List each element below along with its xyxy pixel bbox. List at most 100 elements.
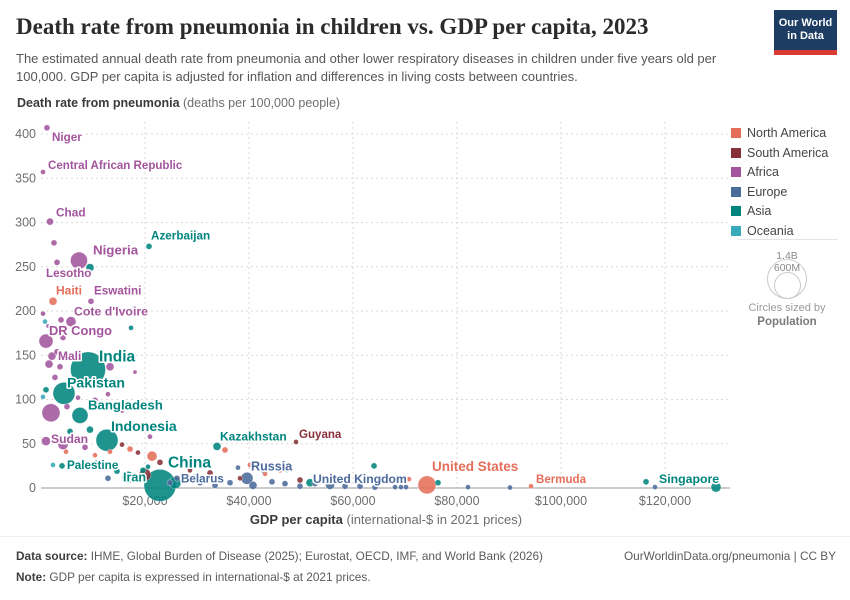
country-label-chad[interactable]: Chad: [54, 204, 87, 221]
data-point[interactable]: [507, 484, 513, 491]
data-point[interactable]: [196, 479, 204, 486]
data-point-pakistan[interactable]: [52, 382, 76, 405]
data-point[interactable]: [53, 259, 61, 266]
data-point[interactable]: [85, 263, 95, 272]
data-point[interactable]: [406, 476, 412, 482]
data-point-lesotho[interactable]: [52, 268, 60, 276]
data-point[interactable]: [341, 482, 349, 490]
data-point[interactable]: [45, 323, 51, 329]
data-point[interactable]: [57, 316, 65, 324]
data-point-central-african-republic[interactable]: [40, 169, 46, 175]
data-point[interactable]: [652, 484, 658, 490]
data-point-palestine[interactable]: [58, 462, 66, 470]
data-point[interactable]: [642, 478, 650, 486]
data-point-bermuda[interactable]: [528, 483, 534, 490]
data-point[interactable]: [156, 459, 164, 466]
data-point[interactable]: [92, 459, 100, 467]
legend-item-oceania[interactable]: Oceania: [731, 224, 843, 238]
data-point[interactable]: [42, 386, 50, 394]
legend-item-asia[interactable]: Asia: [731, 204, 843, 218]
country-label-bermuda[interactable]: Bermuda: [534, 473, 588, 488]
data-point-united-kingdom[interactable]: [325, 480, 335, 490]
data-point[interactable]: [147, 433, 153, 440]
country-label-iran[interactable]: Iran: [121, 469, 147, 486]
data-point[interactable]: [296, 482, 304, 490]
data-point-singapore[interactable]: [710, 481, 722, 493]
data-point[interactable]: [248, 481, 258, 490]
country-label-mali[interactable]: Mali: [56, 348, 82, 365]
country-label-guyana[interactable]: Guyana: [298, 427, 344, 442]
data-point[interactable]: [104, 474, 112, 482]
legend-item-north-america[interactable]: North America: [731, 126, 843, 140]
data-point[interactable]: [268, 478, 276, 486]
data-point[interactable]: [119, 441, 125, 448]
data-point[interactable]: [206, 469, 214, 477]
country-label-lesotho[interactable]: Lesotho: [44, 266, 92, 282]
country-label-nigeria[interactable]: Nigeria: [91, 241, 140, 259]
country-label-pakistan[interactable]: Pakistan: [65, 373, 126, 392]
data-point[interactable]: [66, 428, 74, 435]
data-point[interactable]: [75, 394, 81, 401]
country-label-eswatini[interactable]: Eswatini: [92, 283, 142, 299]
data-point[interactable]: [56, 363, 64, 371]
data-point[interactable]: [132, 369, 138, 375]
country-label-cote-d-ivoire[interactable]: Cote d'Ivoire: [73, 303, 150, 320]
country-label-azerbaijan[interactable]: Azerbaijan: [150, 228, 212, 244]
data-point[interactable]: [50, 462, 56, 468]
data-point[interactable]: [371, 483, 379, 491]
data-point[interactable]: [260, 467, 266, 474]
country-label-niger[interactable]: Niger: [50, 129, 83, 145]
country-label-united-kingdom[interactable]: United Kingdom: [312, 470, 409, 487]
country-label-kazakhstan[interactable]: Kazakhstan: [218, 428, 288, 445]
data-point-india[interactable]: [70, 351, 106, 388]
data-point[interactable]: [119, 408, 125, 414]
data-point[interactable]: [105, 362, 115, 372]
data-point[interactable]: [57, 439, 69, 450]
data-point[interactable]: [283, 466, 291, 473]
data-point[interactable]: [221, 446, 229, 454]
data-point[interactable]: [226, 479, 234, 486]
data-point[interactable]: [465, 484, 471, 490]
data-point-sudan[interactable]: [41, 436, 51, 446]
data-point[interactable]: [86, 425, 94, 434]
country-label-palestine[interactable]: Palestine: [66, 457, 121, 473]
data-point[interactable]: [135, 449, 141, 456]
country-label-china[interactable]: China: [166, 453, 212, 473]
owid-logo[interactable]: Our World in Data: [774, 10, 837, 55]
data-point[interactable]: [356, 482, 364, 490]
country-label-russia[interactable]: Russia: [249, 458, 294, 475]
data-point[interactable]: [434, 479, 442, 486]
data-point[interactable]: [42, 318, 48, 325]
data-point-niger[interactable]: [43, 124, 51, 132]
data-point[interactable]: [53, 348, 61, 356]
data-point[interactable]: [139, 466, 147, 474]
data-point[interactable]: [247, 462, 253, 468]
data-point[interactable]: [311, 480, 319, 487]
data-point-nigeria[interactable]: [70, 251, 88, 270]
data-point[interactable]: [113, 467, 121, 475]
data-point-chad[interactable]: [46, 217, 54, 226]
data-point[interactable]: [92, 452, 98, 459]
data-point-kazakhstan[interactable]: [212, 442, 222, 451]
country-label-haiti[interactable]: Haiti: [55, 282, 84, 299]
data-point[interactable]: [63, 448, 69, 455]
legend-item-africa[interactable]: Africa: [731, 165, 843, 179]
data-point[interactable]: [235, 464, 241, 471]
data-point-belarus[interactable]: [173, 474, 181, 482]
data-point[interactable]: [63, 403, 71, 410]
data-point[interactable]: [190, 473, 200, 483]
data-point[interactable]: [281, 480, 289, 487]
data-point[interactable]: [44, 359, 54, 369]
country-label-central-african-republic[interactable]: Central African Republic: [47, 159, 185, 174]
data-point[interactable]: [211, 482, 219, 489]
owid-link[interactable]: OurWorldinData.org/pneumonia | CC BY: [623, 549, 836, 563]
data-point[interactable]: [296, 476, 304, 484]
data-point-mali[interactable]: [47, 351, 57, 361]
country-label-united-states[interactable]: United States: [430, 457, 519, 475]
data-point[interactable]: [182, 477, 188, 483]
data-point[interactable]: [59, 334, 67, 341]
data-point-united-states[interactable]: [417, 475, 437, 495]
country-label-indonesia[interactable]: Indonesia: [109, 417, 178, 436]
data-point[interactable]: [128, 325, 134, 331]
data-point[interactable]: [107, 448, 113, 455]
